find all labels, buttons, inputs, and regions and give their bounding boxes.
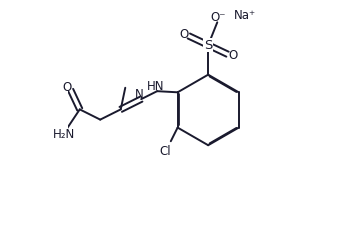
- Text: Cl: Cl: [159, 145, 171, 158]
- Text: O: O: [179, 28, 189, 41]
- Text: HN: HN: [147, 80, 165, 93]
- Text: S: S: [204, 38, 212, 52]
- Text: O⁻: O⁻: [211, 11, 226, 24]
- Text: H₂N: H₂N: [53, 128, 75, 141]
- Text: O: O: [228, 49, 237, 62]
- Text: Na⁺: Na⁺: [234, 9, 256, 22]
- Text: O: O: [62, 81, 71, 94]
- Text: N: N: [135, 88, 144, 101]
